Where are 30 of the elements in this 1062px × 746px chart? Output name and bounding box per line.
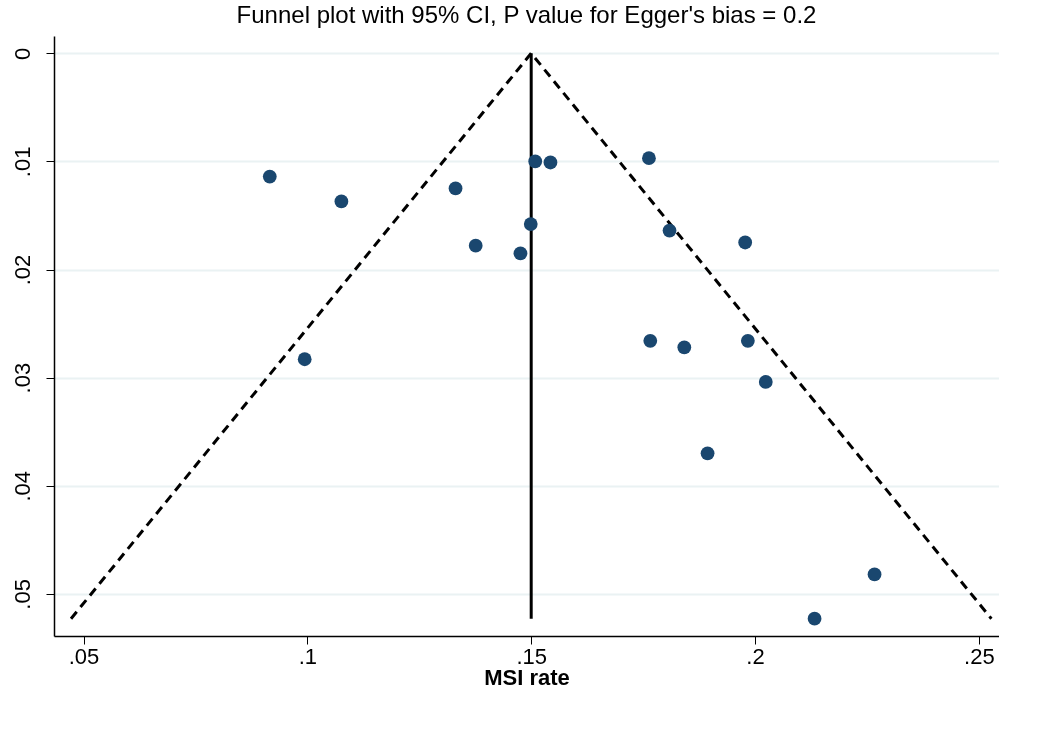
point xyxy=(468,238,483,253)
y-tick-label: .02 xyxy=(9,254,35,286)
x-tick-label: .05 xyxy=(68,643,100,669)
point xyxy=(807,611,822,626)
point xyxy=(528,154,543,169)
y-tick-label: .04 xyxy=(9,470,35,502)
y-tick-label: .05 xyxy=(9,579,35,610)
point xyxy=(758,375,773,389)
point xyxy=(677,340,692,355)
point xyxy=(662,223,677,238)
point xyxy=(867,567,882,582)
point xyxy=(513,246,528,261)
point xyxy=(262,169,277,184)
point xyxy=(448,181,463,196)
x-tick-label: .2 xyxy=(746,643,765,669)
point xyxy=(297,352,312,367)
point xyxy=(334,194,349,209)
y-tick-label: .03 xyxy=(9,362,35,394)
point xyxy=(700,446,715,461)
point xyxy=(523,217,538,231)
x-tick-label: .25 xyxy=(964,643,995,669)
point xyxy=(543,155,558,170)
point xyxy=(740,333,755,348)
y-tick-label: .01 xyxy=(9,146,35,178)
point xyxy=(738,235,753,250)
point xyxy=(643,333,658,348)
x-tick-label: .1 xyxy=(298,643,318,669)
y-tick-label: 0 xyxy=(9,47,35,60)
chart-title: Funnel plot with 95% CI, P value for Egger's bias = 0.2 xyxy=(236,1,817,28)
point xyxy=(642,151,656,166)
